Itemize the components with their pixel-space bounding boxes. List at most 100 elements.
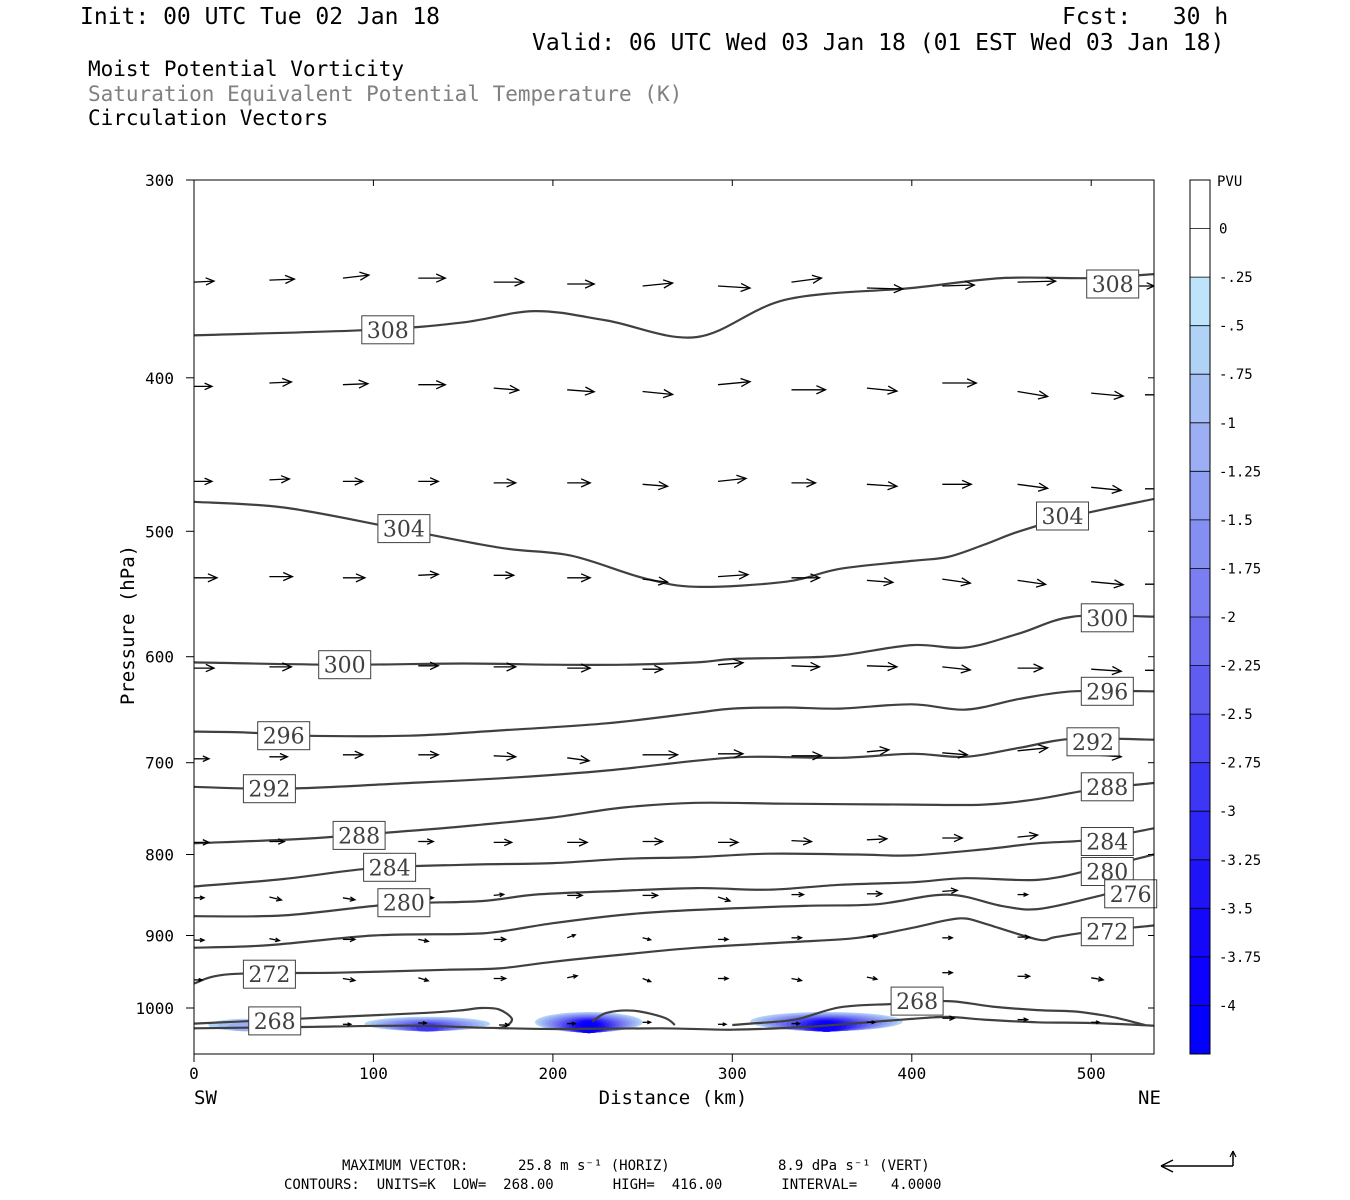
- svg-text:288: 288: [338, 824, 380, 849]
- vector-10-6: [718, 1022, 728, 1027]
- x-tick-label-100: 100: [359, 1064, 388, 1083]
- vector-8-3: [418, 938, 430, 943]
- vector-9-5: [567, 974, 579, 979]
- vector-5-3: [418, 750, 440, 760]
- vector-5-5: [567, 755, 591, 765]
- colorbar-level-9: -2.25: [1219, 659, 1261, 675]
- contour-288-5: [194, 781, 1154, 845]
- plot-frame: [193, 179, 1155, 1055]
- title-thetae: Saturation Equivalent Potential Temperat…: [88, 82, 683, 106]
- contour-296-3: [194, 689, 1154, 738]
- vector-8-9: [866, 933, 879, 939]
- vector-7-4: [493, 892, 506, 898]
- vector-6-1: [269, 838, 287, 845]
- vector-10-10: [1017, 1017, 1030, 1022]
- svg-text:300: 300: [1086, 607, 1128, 632]
- vector-9-4: [493, 975, 508, 982]
- colorbar-segment-11: [1190, 714, 1210, 764]
- vector-10-4: [567, 1021, 577, 1026]
- vector-2-6: [642, 481, 670, 491]
- colorbar-level-11: -2.75: [1219, 756, 1261, 772]
- colorbar-level-16: -4: [1219, 998, 1236, 1014]
- vector-2-0: [194, 477, 214, 486]
- title-vectors: Circulation Vectors: [88, 106, 329, 130]
- vector-1-2: [342, 379, 370, 389]
- vector-4-9: [866, 661, 899, 672]
- vector-5-4: [493, 751, 518, 762]
- circulation-vectors: [194, 271, 1154, 1028]
- colorbar-level-4: -1: [1219, 416, 1236, 432]
- vector-8-11: [1017, 934, 1032, 940]
- vector-3-5: [567, 573, 592, 583]
- colorbar-level-13: -3.25: [1219, 853, 1261, 869]
- x-tick-label-400: 400: [897, 1064, 926, 1083]
- vector-6-5: [567, 838, 589, 847]
- vector-6-6: [642, 837, 665, 846]
- vector-8-1: [269, 937, 281, 943]
- title-mpv: Moist Potential Vorticity: [88, 57, 405, 81]
- contour-label-284-0: 284: [363, 852, 417, 882]
- colorbar-level-15: -3.75: [1219, 950, 1261, 966]
- vector-1-11: [1017, 390, 1050, 400]
- colorbar-unit: PVU: [1217, 174, 1242, 190]
- contour-label-292-1: 292: [1066, 727, 1120, 757]
- contour-label-296-1: 296: [1080, 676, 1134, 706]
- vector-7-11: [1017, 892, 1030, 897]
- svg-text:284: 284: [369, 856, 411, 881]
- vector-8-0: [194, 937, 206, 943]
- vector-3-9: [866, 577, 895, 587]
- svg-text:304: 304: [1042, 505, 1084, 530]
- colorbar-segment-4: [1190, 374, 1210, 424]
- contour-label-304-1: 304: [1036, 501, 1089, 531]
- vector-4-6: [642, 664, 665, 674]
- x-tick-label-300: 300: [718, 1064, 747, 1083]
- contour-label-272-0: 272: [242, 959, 296, 989]
- forecast-hour: Fcst: 30 h: [1062, 4, 1229, 30]
- y-tick-label-700: 700: [145, 754, 174, 773]
- vector-3-4: [493, 571, 516, 580]
- vector-10-11: [1091, 1020, 1101, 1025]
- vector-2-2: [342, 477, 365, 486]
- x-tick-label-0: 0: [189, 1064, 199, 1083]
- contour-label-268-0: 268: [248, 1006, 302, 1036]
- vector-5-10: [942, 749, 969, 759]
- vector-3-3: [418, 570, 440, 579]
- colorbar-segment-17: [1190, 1005, 1210, 1055]
- y-tick-label-1000: 1000: [135, 999, 174, 1018]
- vector-6-9: [866, 834, 889, 844]
- pv-blob-1-level-9: [415, 1023, 439, 1032]
- vector-4-5: [567, 663, 592, 673]
- vector-6-11: [1017, 831, 1040, 841]
- vector-1-12: [1091, 390, 1125, 401]
- vector-8-7: [718, 936, 730, 942]
- y-tick-label-600: 600: [145, 648, 174, 667]
- contour-label-300-0: 300: [318, 650, 372, 680]
- vector-5-8: [791, 751, 824, 761]
- vector-5-1: [269, 752, 289, 761]
- colorbar-segment-7: [1190, 519, 1210, 569]
- vector-4-11: [1017, 663, 1045, 673]
- svg-text:276: 276: [1110, 883, 1152, 908]
- vector-1-0: [194, 382, 214, 391]
- vector-2-1: [269, 475, 292, 484]
- vector-4-4: [493, 662, 518, 672]
- vector-6-3: [418, 838, 435, 845]
- vector-7-1: [269, 896, 283, 902]
- y-tick-label-400: 400: [145, 369, 174, 388]
- vector-4-12: [1091, 665, 1123, 676]
- vector-2-4: [493, 478, 518, 488]
- colorbar-segment-16: [1190, 956, 1210, 1006]
- vector-9-3: [418, 977, 430, 983]
- vector-3-6: [642, 576, 670, 586]
- vector-7-5: [567, 892, 584, 899]
- colorbar-segment-12: [1190, 762, 1210, 812]
- pv-colorbar: PVU 0 -.25 -.5 -.75 -1 -1.25 -1.5 -1.75 -2 -2.25 -2…: [1189, 174, 1261, 1055]
- colorbar-level-1: -.25: [1219, 270, 1253, 286]
- vector-5-6: [642, 750, 680, 760]
- vector-8-10: [942, 935, 954, 941]
- svg-text:288: 288: [1086, 776, 1128, 801]
- contour-268-11: [591, 1009, 676, 1026]
- vector-5-11: [1017, 744, 1050, 754]
- vector-0-8: [791, 274, 824, 284]
- vector-4-3: [418, 661, 440, 671]
